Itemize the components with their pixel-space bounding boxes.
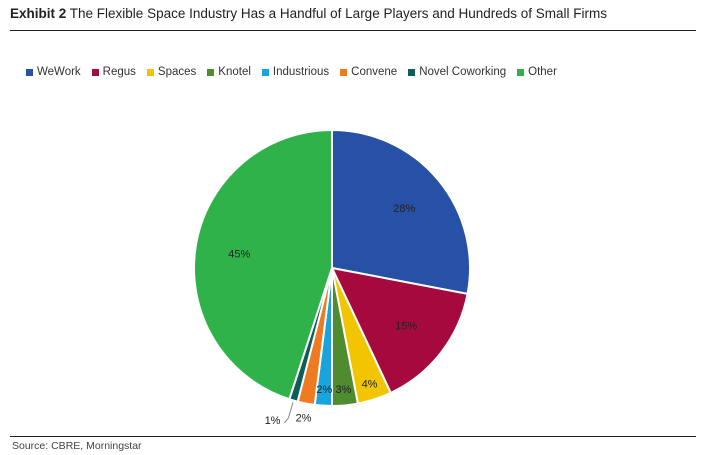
legend-swatch-novel-coworking xyxy=(408,68,416,76)
leader-line-novel-coworking xyxy=(284,402,294,424)
pie-slice-wework xyxy=(331,128,471,296)
legend-swatch-industrious xyxy=(261,68,269,76)
legend-label-wework: WeWork xyxy=(37,66,81,78)
data-label-novel-coworking: 1% xyxy=(265,415,281,427)
legend-swatch-convene xyxy=(340,68,348,76)
exhibit-label: Exhibit 2 xyxy=(10,6,67,21)
legend-item-spaces: Spaces xyxy=(146,66,197,78)
legend-swatch-other xyxy=(517,68,525,76)
legend-swatch-wework xyxy=(26,68,33,76)
pie-slice-other xyxy=(193,128,333,401)
legend-label-spaces: Spaces xyxy=(157,66,197,78)
legend-item-industrious: Industrious xyxy=(261,66,330,78)
legend-item-other: Other xyxy=(517,66,557,78)
legend-item-convene: Convene xyxy=(340,66,397,78)
data-label-spaces: 4% xyxy=(362,378,378,390)
legend-item-wework: WeWork xyxy=(26,66,81,78)
data-label-wework: 28% xyxy=(393,203,415,215)
legend-label-convene: Convene xyxy=(351,66,398,78)
top-rule xyxy=(10,30,696,31)
legend-swatch-spaces xyxy=(146,68,154,76)
chart-title: Exhibit 2 The Flexible Space Industry Ha… xyxy=(10,6,607,21)
legend-item-knotel: Knotel xyxy=(207,66,251,78)
legend-label-industrious: Industrious xyxy=(272,66,330,78)
data-label-knotel: 3% xyxy=(335,384,351,396)
legend-label-regus: Regus xyxy=(102,66,136,78)
data-label-convene: 2% xyxy=(296,412,312,424)
data-label-industrious: 2% xyxy=(316,384,332,396)
data-label-other: 45% xyxy=(228,248,250,260)
legend-label-knotel: Knotel xyxy=(218,66,251,78)
legend: WeWork Regus Spaces Knotel Industrious Conven… xyxy=(26,66,568,78)
source-note: Source: CBRE, Morningstar xyxy=(12,440,142,452)
legend-label-other: Other xyxy=(528,66,557,78)
legend-label-novel-coworking: Novel Coworking xyxy=(419,66,507,78)
data-label-regus: 15% xyxy=(395,321,417,333)
pie-slice-regus xyxy=(330,266,469,395)
legend-item-regus: Regus xyxy=(91,66,136,78)
legend-item-novel-coworking: Novel Coworking xyxy=(408,66,506,78)
legend-swatch-regus xyxy=(91,68,99,76)
legend-swatch-knotel xyxy=(207,68,215,76)
title-text: The Flexible Space Industry Has a Handfu… xyxy=(69,6,608,21)
bottom-rule xyxy=(10,436,696,437)
